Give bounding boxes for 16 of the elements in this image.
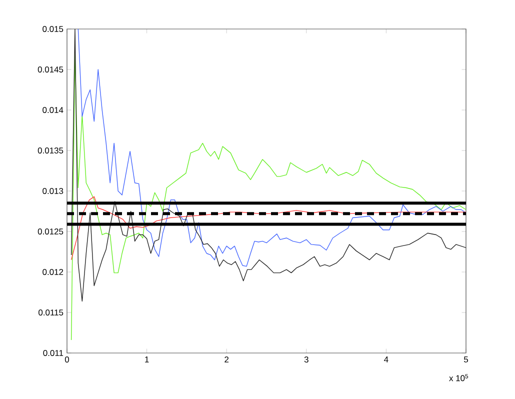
x-tick-label: 1 [145, 356, 149, 362]
y-tick-label: 0.0125 [38, 228, 64, 234]
x-tick-label: 2 [224, 356, 229, 362]
x-tick-label: 3 [304, 356, 308, 363]
y-tick-label: 0.015 [42, 26, 64, 32]
y-tick-label: 0.013 [42, 188, 64, 194]
y-tick-label: 0.0135 [38, 148, 64, 154]
y-tick-label: 0.0145 [38, 66, 64, 72]
x-tick-label: 0 [64, 356, 70, 363]
text: x 10$^{5}$ [449, 374, 468, 382]
y-tick-label: 0.012 [42, 269, 64, 275]
y-tick-label: 0.0115 [38, 310, 64, 316]
x-tick-label: 4 [384, 356, 388, 362]
y-tick-label: 0.011 [43, 350, 64, 356]
x-tick-label: 5 [464, 356, 468, 362]
y-tick-label: 0.014 [42, 107, 64, 113]
